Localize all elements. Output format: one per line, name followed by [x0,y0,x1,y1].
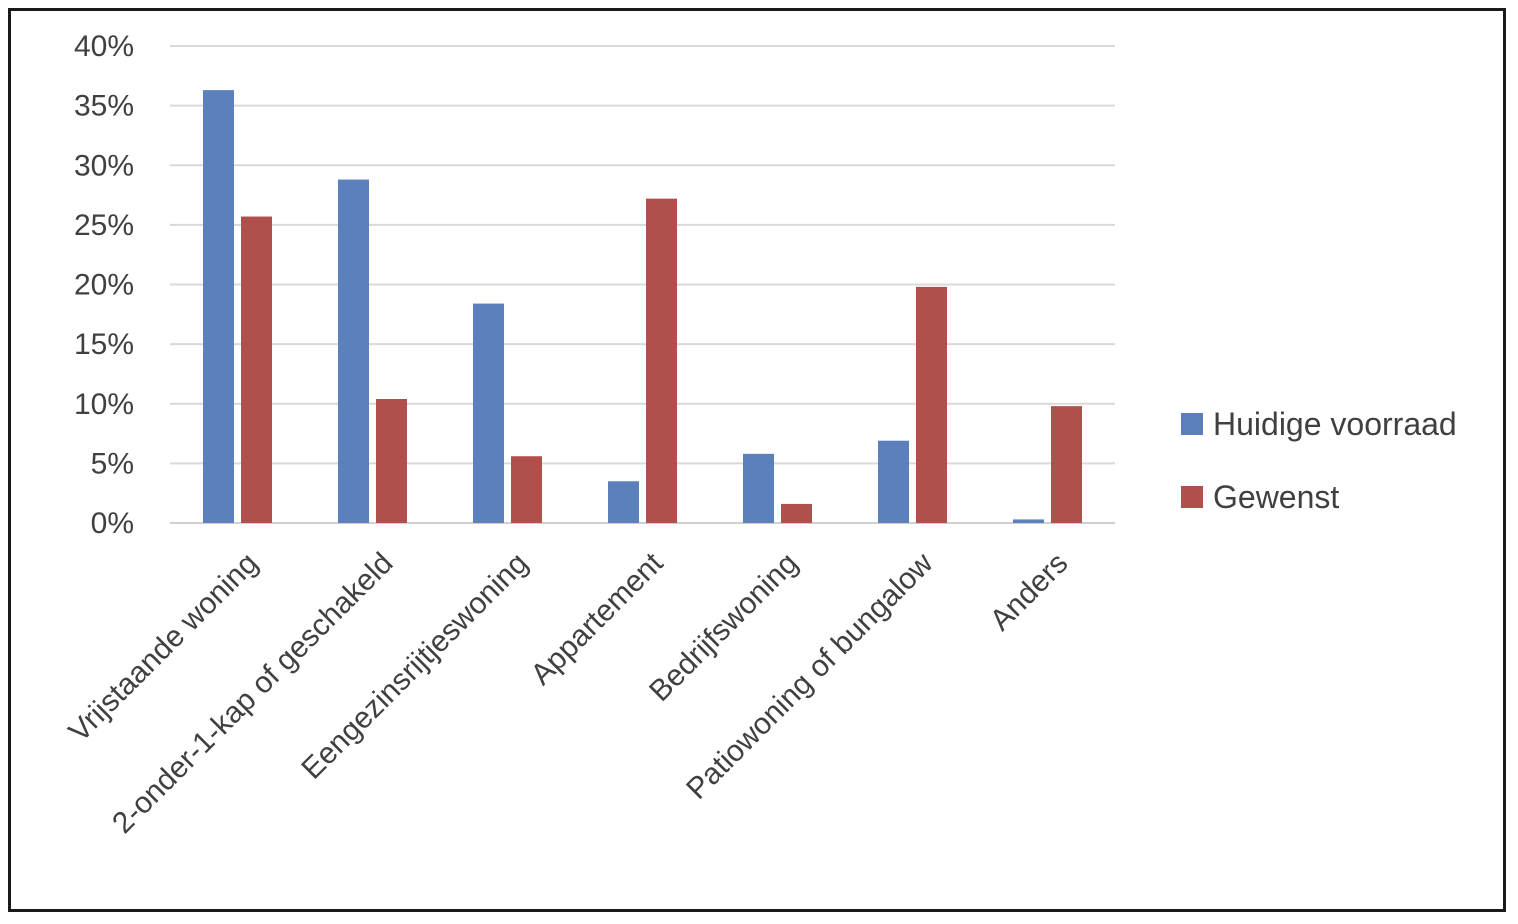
bar-huidige-voorraad [203,90,234,523]
chart-frame: 0% 5% 10% 15% 20% 25% 30% 35% 40% Vrijstaande won… [8,8,1506,912]
bar-huidige-voorraad [473,303,504,523]
x-category-label: Eengezinsrijtjeswoning [295,547,534,786]
x-category-label: Anders [984,547,1075,638]
x-category-label: Patiowoning of bungalow [680,546,939,805]
y-tick-label: 30% [74,149,134,182]
bar-huidige-voorraad [608,481,639,523]
bar-gewenst [376,398,407,523]
bar-huidige-voorraad [743,453,774,523]
y-tick-label: 0% [91,507,134,540]
bar-gewenst [781,503,812,523]
y-tick-label: 25% [74,209,134,242]
bar-gewenst [1051,406,1082,523]
y-tick-label: 40% [74,30,134,63]
legend-label: Gewenst [1213,479,1339,515]
y-tick-label: 10% [74,388,134,421]
bar-gewenst [646,198,677,523]
legend-swatch [1181,413,1203,435]
bar-huidige-voorraad [878,440,909,523]
bar-huidige-voorraad [1013,519,1044,523]
y-tick-label: 5% [91,447,134,480]
bar-gewenst [241,216,272,523]
bar-gewenst [511,456,542,523]
legend-swatch [1181,486,1203,508]
x-category-label: Appartement [525,546,670,691]
bar-huidige-voorraad [338,179,369,523]
bar-chart: 0%5%10%15%20%25%30%35%40%Vrijstaande won… [63,30,1457,840]
y-tick-label: 35% [74,90,134,123]
legend-label: Huidige voorraad [1213,406,1457,442]
x-category-label: 2-onder-1-kap of geschakeld [106,547,399,840]
y-tick-label: 15% [74,328,134,361]
y-tick-label: 20% [74,269,134,302]
bar-gewenst [916,286,947,523]
